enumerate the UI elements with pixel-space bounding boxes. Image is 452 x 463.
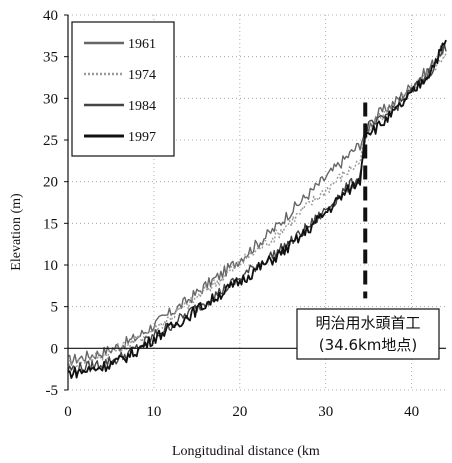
x-axis-title: Longitudinal distance (km (172, 444, 320, 459)
chart-legend: 1961 1974 1984 1997 (71, 21, 175, 157)
y-tick-label: 10 (43, 258, 58, 274)
series-line-1961 (67, 40, 447, 366)
x-tick-label: 10 (146, 404, 161, 420)
y-tick-label: 0 (51, 341, 59, 357)
annotation-label-line: 明治用水頭首工 (315, 314, 420, 332)
y-tick-label: 40 (43, 8, 58, 24)
legend-frame (71, 21, 175, 157)
legend-label-1997: 1997 (128, 130, 156, 145)
legend-label-1984: 1984 (128, 99, 156, 114)
y-tick-label: 30 (43, 91, 58, 107)
series-line-1997 (67, 39, 447, 379)
annotation-box (296, 308, 440, 360)
annotation-label-line: (34.6km地点) (319, 336, 417, 354)
legend-label-1961: 1961 (128, 37, 156, 52)
y-tick-label: 20 (43, 175, 58, 191)
x-tick-label: 30 (318, 404, 333, 420)
y-tick-label: 35 (43, 50, 58, 66)
annotation-group: 明治用水頭首工 (34.6km地点) (296, 102, 440, 360)
y-tick-label: 15 (43, 216, 58, 232)
y-tick-label: 25 (43, 133, 58, 149)
chart-ticks: -5 0 5 10 15 20 25 30 35 40 0 10 20 30 40 (43, 8, 419, 420)
y-axis-title: Elevation (m) (9, 193, 24, 271)
x-tick-label: 0 (64, 404, 72, 420)
y-tick-label: 5 (51, 300, 59, 316)
y-tick-label: -5 (46, 383, 59, 399)
x-tick-label: 40 (404, 404, 419, 420)
legend-label-1974: 1974 (128, 68, 156, 83)
x-tick-label: 20 (232, 404, 247, 420)
series-line-1974 (67, 53, 447, 370)
